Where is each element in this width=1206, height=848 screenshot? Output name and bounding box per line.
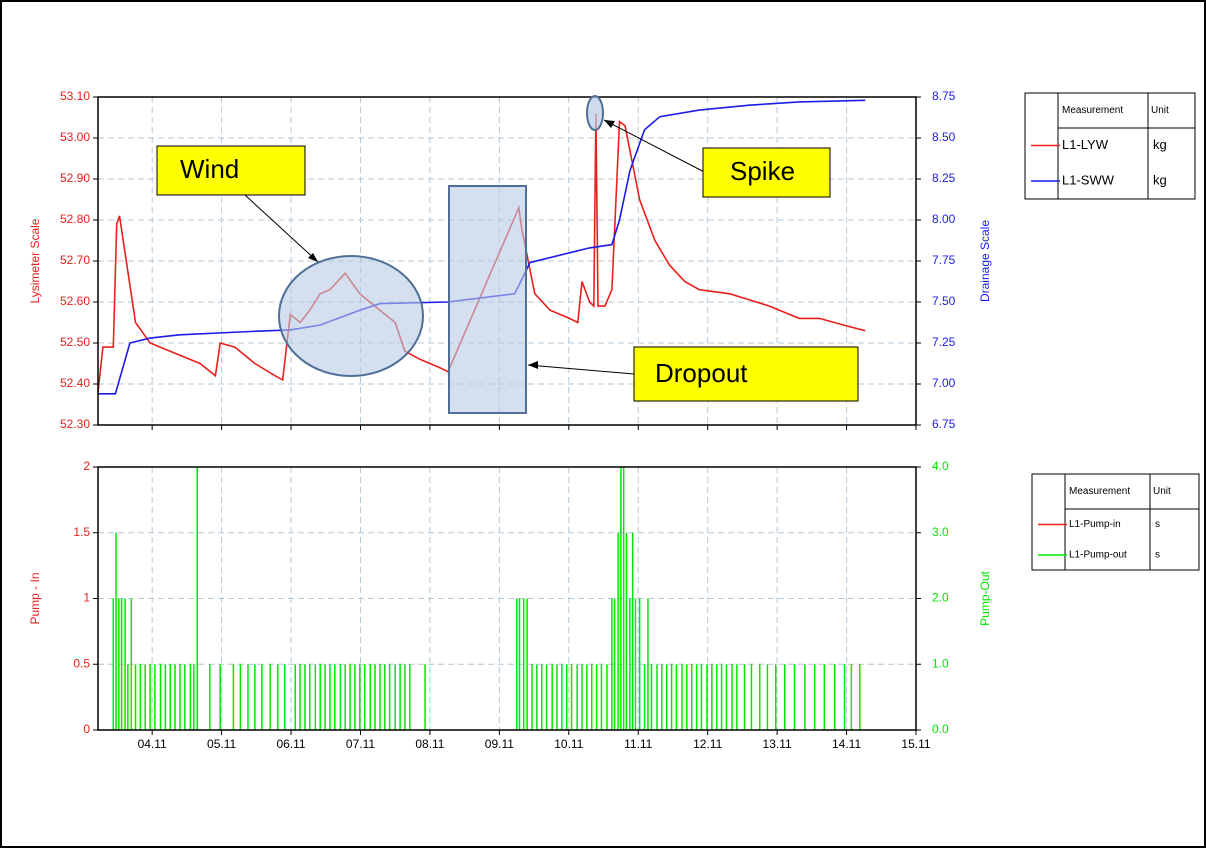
y-tick-label: 52.80 <box>60 212 90 226</box>
y-tick-label: 1 <box>83 591 90 605</box>
wind-box <box>156 145 306 196</box>
x-tick-label: 15.11 <box>901 737 930 751</box>
legend-unit: s <box>1155 519 1160 530</box>
legend-label: L1-Pump-in <box>1069 519 1121 530</box>
y2-tick-label: 7.25 <box>932 335 956 349</box>
legend-label: L1-LYW <box>1062 137 1109 152</box>
y2-tick-label: 4.0 <box>932 459 949 473</box>
arrowhead <box>308 253 318 262</box>
y-tick-label: 52.40 <box>60 376 90 390</box>
y-tick-label: 2 <box>83 459 90 473</box>
annotation: Spike <box>730 156 795 186</box>
plot-frame <box>97 466 917 731</box>
y2-tick-label: 7.75 <box>932 253 956 267</box>
legend-frame <box>1031 473 1200 571</box>
x-tick-label: 11.11 <box>624 737 653 751</box>
arrow <box>244 194 319 263</box>
y2-tick-label: 8.75 <box>932 89 956 103</box>
y-axis-label: Lysimeter Scale <box>28 218 42 303</box>
legend-header: Unit <box>1151 105 1169 116</box>
x-tick-label: 06.11 <box>276 737 305 751</box>
y2-tick-label: 7.50 <box>932 294 956 308</box>
arrowhead <box>528 361 538 369</box>
y2-tick-label: 8.50 <box>932 130 956 144</box>
legend: Measurement Unit L1-LYW kg L1-SWW kg <box>1024 92 1196 200</box>
x-tick-label: 04.11 <box>138 737 167 751</box>
y2-axis-label: Pump-Out <box>978 570 992 625</box>
legend: Measurement Unit L1-Pump-in s L1-Pump-out s <box>1031 473 1200 571</box>
legend-header: Unit <box>1153 486 1171 497</box>
spike-ellipse <box>586 95 604 131</box>
x-tick-label: 13.11 <box>763 737 792 751</box>
x-tick-label: 14.11 <box>832 737 861 751</box>
spike-box <box>702 147 831 198</box>
plot-frame <box>97 96 917 426</box>
y-tick-label: 53.10 <box>60 89 90 103</box>
y-tick-label: 0 <box>83 722 90 736</box>
series-line <box>97 113 866 393</box>
y-tick-label: 52.70 <box>60 253 90 267</box>
y2-axis-label: Drainage Scale <box>978 220 992 302</box>
legend-unit: kg <box>1153 137 1167 152</box>
x-tick-label: 12.11 <box>693 737 722 751</box>
annotation: Wind <box>180 154 239 184</box>
x-tick-label: 10.11 <box>554 737 583 751</box>
y2-tick-label: 8.25 <box>932 171 956 185</box>
y-tick-label: 53.00 <box>60 130 90 144</box>
y-tick-label: 52.60 <box>60 294 90 308</box>
arrow <box>603 119 711 176</box>
y-tick-label: 0.5 <box>73 656 90 670</box>
annotations: Wind Spike Dropout <box>156 95 859 414</box>
y2-tick-label: 6.75 <box>932 417 956 431</box>
legend-label: L1-SWW <box>1062 172 1115 187</box>
y-tick-label: 52.30 <box>60 417 90 431</box>
x-tick-label: 07.11 <box>346 737 375 751</box>
legend-header: Measurement <box>1062 105 1123 116</box>
y2-tick-label: 7.00 <box>932 376 956 390</box>
legend-unit: s <box>1155 550 1160 561</box>
x-tick-label: 09.11 <box>485 737 514 751</box>
y-tick-label: 52.50 <box>60 335 90 349</box>
y-axis-label: Pump - In <box>28 572 42 624</box>
y-tick-label: 1.5 <box>73 525 90 539</box>
dropout-rect <box>448 185 527 414</box>
legend-unit: kg <box>1153 172 1167 187</box>
wind-ellipse <box>278 255 424 377</box>
x-tick-label: 05.11 <box>207 737 236 751</box>
arrow <box>527 364 635 375</box>
legend-header: Measurement <box>1069 486 1130 497</box>
x-tick-label: 08.11 <box>415 737 444 751</box>
arrowhead <box>604 120 615 128</box>
dropout-box <box>633 346 859 402</box>
legend-label: L1-Pump-out <box>1069 550 1127 561</box>
y2-tick-label: 3.0 <box>932 525 949 539</box>
y2-tick-label: 0.0 <box>932 722 949 736</box>
y2-tick-label: 2.0 <box>932 591 949 605</box>
y-tick-label: 52.90 <box>60 171 90 185</box>
plot: 04.11 05.11 06.11 07.11 08.11 09.11 10.11 11.11… <box>28 459 992 751</box>
y2-tick-label: 8.00 <box>932 212 956 226</box>
y2-tick-label: 1.0 <box>932 656 949 670</box>
annotation: Dropout <box>655 358 748 388</box>
